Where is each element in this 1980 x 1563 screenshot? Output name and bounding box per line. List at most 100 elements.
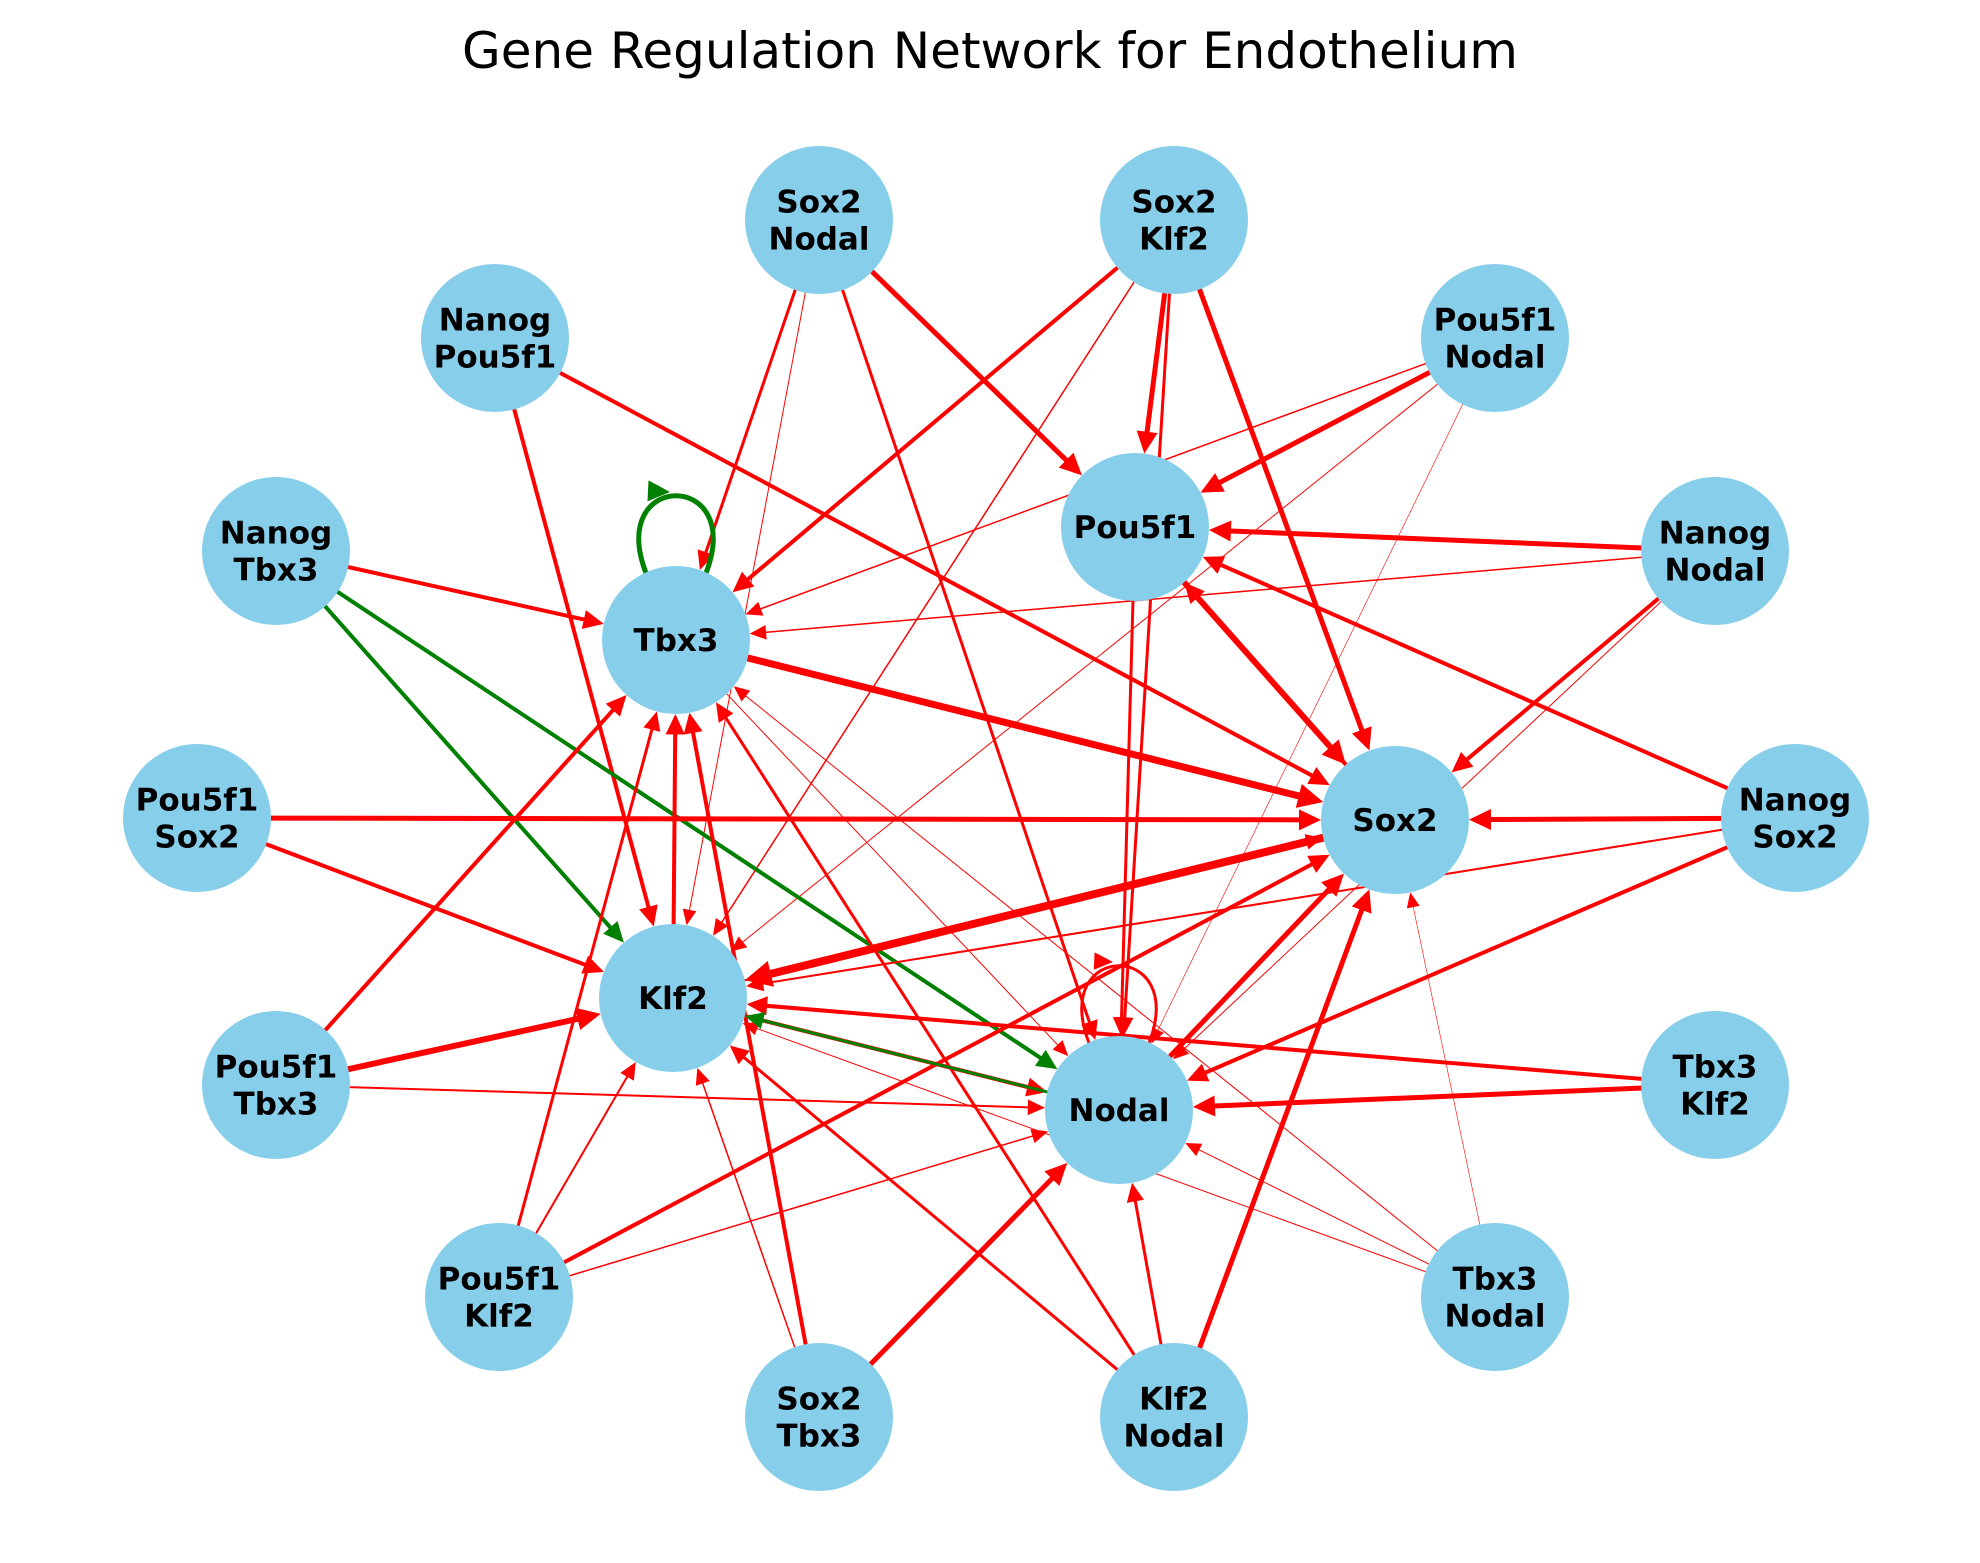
node-circle xyxy=(602,566,750,714)
node-circle xyxy=(1421,264,1569,412)
node-label: Nodal xyxy=(769,222,870,258)
diagram-title: Gene Regulation Network for Endothelium xyxy=(462,22,1518,80)
node-layer: Tbx3Pou5f1Sox2Klf2NodalSox2NodalSox2Klf2… xyxy=(123,146,1869,1491)
edge-Sox2_Klf2-to-Tbx3 xyxy=(732,218,1176,593)
node-label: Pou5f1 xyxy=(215,1050,338,1086)
edge-Tbx3-to-Tbx3 xyxy=(636,480,716,574)
edge-layer xyxy=(196,218,1796,1419)
node-label: Pou5f1 xyxy=(1434,303,1557,339)
edge-Sox2_Nodal-to-Nodal xyxy=(817,219,1098,1040)
node-label: Nodal xyxy=(1665,553,1766,589)
node-circle xyxy=(1641,1011,1789,1159)
node-label: Sox2 xyxy=(1352,803,1437,839)
edge-Pou5f1_Sox2-to-Sox2 xyxy=(196,809,1322,831)
node-circle xyxy=(745,146,893,294)
edge-Klf2_Nodal-to-Sox2 xyxy=(1171,889,1372,1418)
node-label: Tbx3 xyxy=(1453,1262,1538,1298)
node-label: Nanog xyxy=(220,516,332,552)
node-label: Klf2 xyxy=(464,1299,534,1335)
node-label: Nodal xyxy=(1069,1093,1170,1129)
node-circle xyxy=(1100,146,1248,294)
node-Tbx3: Tbx3 xyxy=(602,566,750,714)
node-circle xyxy=(1641,477,1789,625)
edge-Nanog_Tbx3-to-Klf2 xyxy=(274,549,624,943)
node-label: Nanog xyxy=(1659,516,1771,552)
node-label: Sox2 xyxy=(776,185,861,221)
node-Sox2: Sox2 xyxy=(1321,746,1469,894)
node-label: Pou5f1 xyxy=(438,1262,561,1298)
node-label: Sox2 xyxy=(154,820,239,856)
edge-Nanog_Sox2-to-Nodal xyxy=(1186,816,1796,1082)
node-label: Sox2 xyxy=(1131,185,1216,221)
node-circle xyxy=(1045,1036,1193,1184)
edge-Nanog_Nodal-to-Tbx3 xyxy=(749,550,1716,640)
edge-Sox2_Klf2-to-Sox2 xyxy=(1171,219,1372,751)
edge-Tbx3-to-Sox2 xyxy=(675,636,1324,808)
node-Klf2: Klf2 xyxy=(599,924,747,1072)
node-label: Klf2 xyxy=(1680,1087,1750,1123)
node-circle xyxy=(1321,746,1469,894)
node-circle xyxy=(202,1011,350,1159)
node-label: Nodal xyxy=(1124,1419,1225,1455)
edge-Nanog_Pou5f1-to-Sox2 xyxy=(494,336,1330,786)
node-circle xyxy=(425,1223,573,1371)
node-circle xyxy=(745,1343,893,1491)
node-label: Klf2 xyxy=(1139,1382,1209,1418)
edge-Pou5f1_Tbx3-to-Nodal xyxy=(275,1084,1046,1116)
node-circle xyxy=(421,264,569,412)
node-label: Sox2 xyxy=(1752,820,1837,856)
edge-Klf2-to-Sox2 xyxy=(672,834,1324,999)
node-circle xyxy=(1061,453,1209,601)
node-label: Klf2 xyxy=(1139,222,1209,258)
node-circle xyxy=(599,924,747,1072)
edge-Pou5f1-to-Nodal xyxy=(1112,526,1137,1037)
edge-Nanog_Nodal-to-Pou5f1 xyxy=(1208,520,1716,554)
node-circle xyxy=(123,744,271,892)
edge-Klf2_Nodal-to-Klf2 xyxy=(729,1045,1175,1419)
edge-Sox2_Nodal-to-Klf2 xyxy=(682,219,820,926)
edge-Pou5f1_Nodal-to-Klf2 xyxy=(730,337,1496,952)
node-label: Tbx3 xyxy=(234,553,319,589)
edge-Pou5f1_Nodal-to-Nodal xyxy=(1151,337,1496,1044)
node-circle xyxy=(1421,1223,1569,1371)
node-label: Pou5f1 xyxy=(434,340,557,376)
node-label: Sox2 xyxy=(776,1382,861,1418)
node-label: Klf2 xyxy=(638,981,708,1017)
node-label: Nodal xyxy=(1445,340,1546,376)
node-label: Pou5f1 xyxy=(1074,510,1197,546)
node-label: Pou5f1 xyxy=(136,783,259,819)
edge-Pou5f1_Tbx3-to-Tbx3 xyxy=(274,695,627,1087)
edge-Sox2_Klf2-to-Klf2 xyxy=(713,219,1175,936)
node-label: Nodal xyxy=(1445,1299,1546,1335)
node-label: Tbx3 xyxy=(634,623,719,659)
edge-Tbx3-to-Nodal xyxy=(675,639,1069,1057)
edge-Tbx3_Klf2-to-Klf2 xyxy=(746,996,1716,1087)
node-label: Tbx3 xyxy=(234,1087,319,1123)
edge-Pou5f1_Klf2-to-Tbx3 xyxy=(497,711,661,1298)
node-Nodal: Nodal xyxy=(1045,1036,1193,1184)
edge-Nanog_Sox2-to-Pou5f1 xyxy=(1202,556,1796,820)
node-circle xyxy=(1100,1343,1248,1491)
node-label: Tbx3 xyxy=(1673,1050,1758,1086)
node-circle xyxy=(202,477,350,625)
edge-Nodal-to-Nodal xyxy=(1080,952,1158,1044)
edge-Nanog_Tbx3-to-Nodal xyxy=(274,549,1058,1070)
node-label: Nanog xyxy=(439,303,551,339)
edge-Pou5f1_Klf2-to-Sox2 xyxy=(498,854,1330,1299)
node-Pou5f1: Pou5f1 xyxy=(1061,453,1209,601)
